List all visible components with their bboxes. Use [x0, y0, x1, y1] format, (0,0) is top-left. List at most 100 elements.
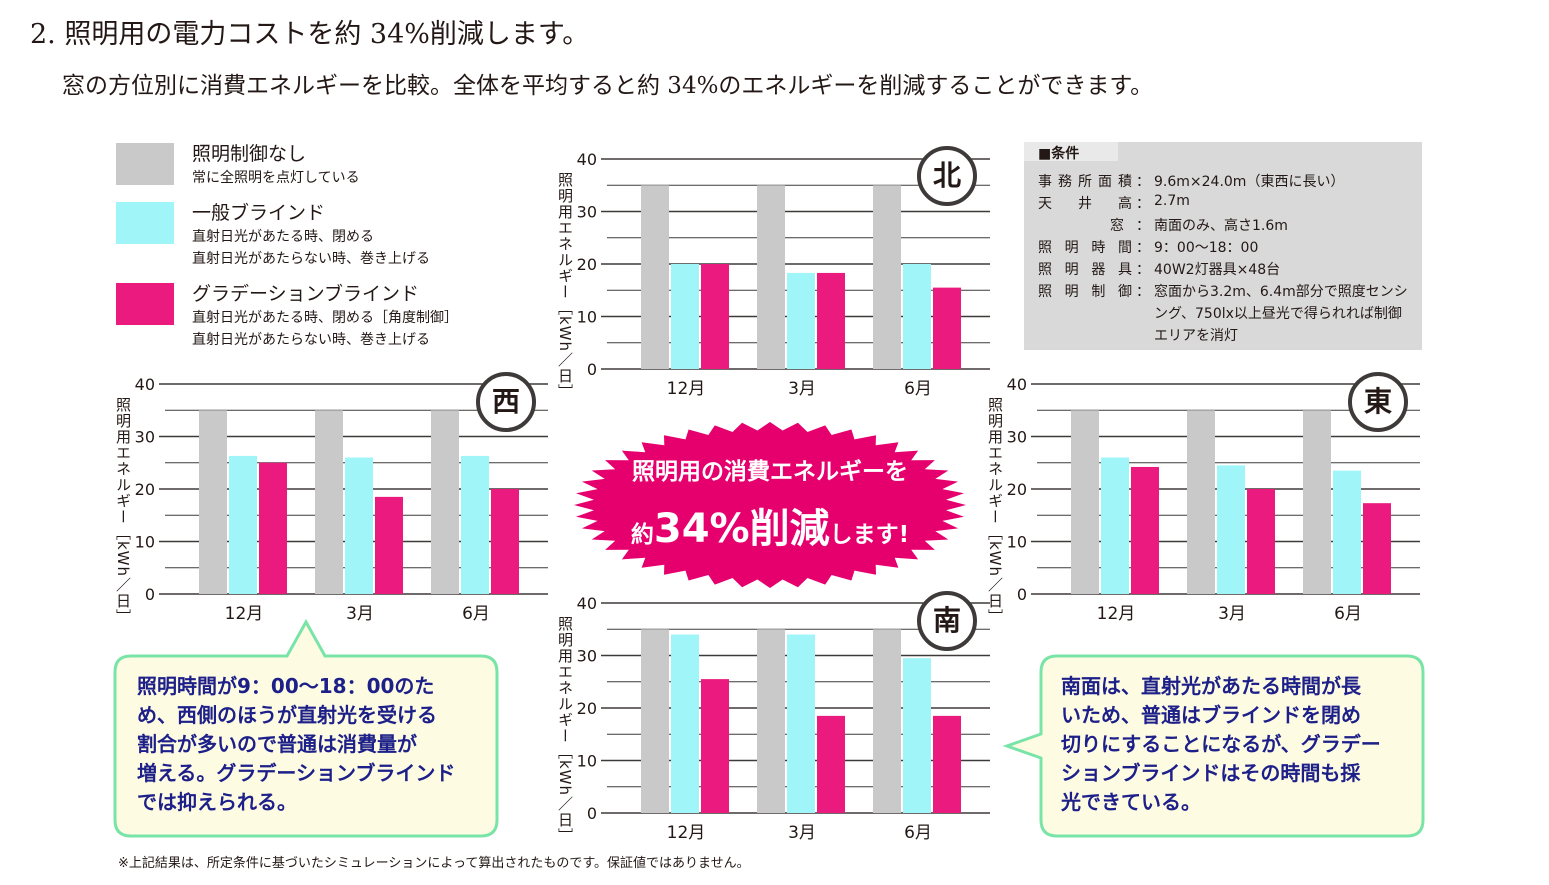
x-tick-label: 12月 — [225, 604, 264, 624]
bar — [817, 272, 845, 369]
condition-value: 南面のみ、高さ1.6m — [1154, 218, 1288, 234]
conditions-panel: ■条件 事務所面積： 9.6m×24.0m（東西に長い） 天井高： 2.7m 窓：南… — [1024, 142, 1422, 350]
legend-desc: 直射日光があたる時、閉める — [192, 229, 374, 245]
bar — [933, 287, 961, 369]
callout-west: 照明時間が9：00～18：00のた め、西側のほうが直射光を受ける 割合が多いの… — [113, 618, 499, 838]
condition-value: 9.6m×24.0m（東西に長い） — [1154, 174, 1345, 190]
x-tick-label: 3月 — [346, 604, 374, 624]
bar — [1217, 465, 1245, 594]
bar — [671, 634, 699, 813]
legend-desc: 直射日光があたらない時、巻き上げる — [192, 251, 430, 267]
region-badge-north: 北 — [917, 146, 977, 206]
bar — [1363, 503, 1391, 594]
bar — [1187, 410, 1215, 594]
y-tick-label: 30 — [1007, 428, 1027, 447]
bar — [229, 455, 257, 594]
y-tick-label: 40 — [135, 375, 155, 394]
x-tick-label: 6月 — [462, 604, 490, 624]
bar — [787, 634, 815, 813]
legend-swatch-cyan — [116, 202, 174, 244]
legend-desc: 常に全照明を点灯している — [192, 170, 360, 186]
region-badge-east: 東 — [1348, 372, 1408, 432]
bar — [757, 629, 785, 813]
starburst-highlight: 34%削減 — [653, 506, 830, 552]
bar — [315, 410, 343, 594]
x-tick-label: 6月 — [904, 823, 932, 843]
condition-label: 照明器具 — [1038, 262, 1132, 278]
callout-south: 南面は、直射光があたる時間が長 いため、普通はブラインドを閉め 切りにすることに… — [1002, 654, 1425, 838]
bar — [1247, 489, 1275, 594]
bar — [345, 457, 373, 594]
condition-value: 2.7m — [1154, 193, 1190, 209]
chart-south: 照明用エネルギー［kWh／日］ 0 10 20 30 40 12月 3月 6月 南 — [555, 591, 995, 845]
page-subheading: 窓の方位別に消費エネルギーを比較。全体を平均すると約 34%のエネルギーを削減す… — [62, 73, 1154, 99]
bar — [1071, 410, 1099, 594]
chart-east: 照明用エネルギー［kWh／日］ 0 10 20 30 40 12月 3月 6月 東 — [985, 372, 1425, 626]
x-tick-label: 3月 — [788, 379, 816, 399]
y-tick-label: 10 — [577, 752, 597, 771]
bar — [873, 629, 901, 813]
y-tick-label: 40 — [577, 150, 597, 169]
y-tick-label: 0 — [145, 585, 155, 604]
y-axis-label: 照明用エネルギー［kWh／日］ — [986, 397, 1004, 626]
conditions-title: ■条件 — [1038, 146, 1080, 162]
legend-label: 照明制御なし — [192, 143, 307, 165]
page-heading: 2. 照明用の電力コストを約 34%削減します。 — [30, 19, 590, 50]
callout-south-bubble — [1002, 654, 1425, 838]
bar — [461, 455, 489, 594]
starburst-line2: 約34%削減します! — [574, 496, 966, 554]
y-tick-label: 30 — [135, 428, 155, 447]
y-axis-label: 照明用エネルギー［kWh／日］ — [114, 397, 132, 626]
legend-desc: 直射日光があたる時、閉める［角度制御］ — [192, 310, 458, 326]
condition-label: 天井高 — [1038, 196, 1132, 212]
region-badge-south: 南 — [917, 591, 977, 651]
x-tick-label: 12月 — [1097, 604, 1136, 624]
y-tick-label: 40 — [1007, 375, 1027, 394]
callout-west-bubble — [113, 618, 499, 838]
bar — [491, 489, 519, 594]
y-tick-label: 10 — [1007, 533, 1027, 552]
legend-swatch-magenta — [116, 283, 174, 325]
condition-continuation: ング、750lx以上昼光で得られれば制御 — [1154, 306, 1402, 322]
condition-value: 40W2灯器具×48台 — [1154, 262, 1281, 278]
x-tick-label: 12月 — [667, 379, 706, 399]
y-tick-label: 30 — [577, 647, 597, 666]
callout-west-text: 照明時間が9：00～18：00のた め、西側のほうが直射光を受ける 割合が多いの… — [137, 674, 456, 814]
bar — [641, 185, 669, 369]
chart-west: 照明用エネルギー［kWh／日］ 0 10 20 30 40 12月 3月 6月 西 — [113, 372, 553, 626]
starburst-line1: 照明用の消費エネルギーを — [632, 459, 908, 485]
starburst-prefix: 約 — [630, 522, 654, 548]
condition-label: 照明時間 — [1038, 240, 1132, 256]
bar — [701, 679, 729, 813]
y-axis-label: 照明用エネルギー［kWh／日］ — [556, 616, 574, 845]
condition-value: 窓面から3.2m、6.4m部分で照度センシ — [1154, 284, 1408, 300]
bar — [671, 264, 699, 369]
x-tick-label: 12月 — [667, 823, 706, 843]
x-tick-label: 3月 — [1218, 604, 1246, 624]
legend-desc: 直射日光があたらない時、巻き上げる — [192, 332, 430, 348]
bar — [641, 629, 669, 813]
footnote: ※上記結果は、所定条件に基づいたシミュレーションによって算出されたものです。保証… — [118, 856, 750, 871]
bar — [903, 658, 931, 813]
bar — [787, 272, 815, 369]
conditions-tab — [1024, 142, 1118, 161]
condition-value: 9：00〜18：00 — [1154, 240, 1259, 256]
x-tick-label: 6月 — [1334, 604, 1362, 624]
bar — [199, 410, 227, 594]
bar — [757, 185, 785, 369]
y-tick-label: 40 — [577, 594, 597, 613]
bar — [259, 462, 287, 594]
x-tick-label: 3月 — [788, 823, 816, 843]
bar — [933, 715, 961, 813]
bar — [903, 264, 931, 369]
legend-label: 一般ブラインド — [192, 202, 326, 224]
y-tick-label: 20 — [577, 699, 597, 718]
y-tick-label: 0 — [587, 360, 597, 379]
bar — [873, 185, 901, 369]
starburst-shape — [574, 422, 966, 588]
bar — [817, 715, 845, 813]
bar — [431, 410, 459, 594]
condition-label: 照明制御 — [1038, 284, 1132, 300]
region-badge-west: 西 — [476, 372, 536, 432]
bar — [701, 264, 729, 369]
